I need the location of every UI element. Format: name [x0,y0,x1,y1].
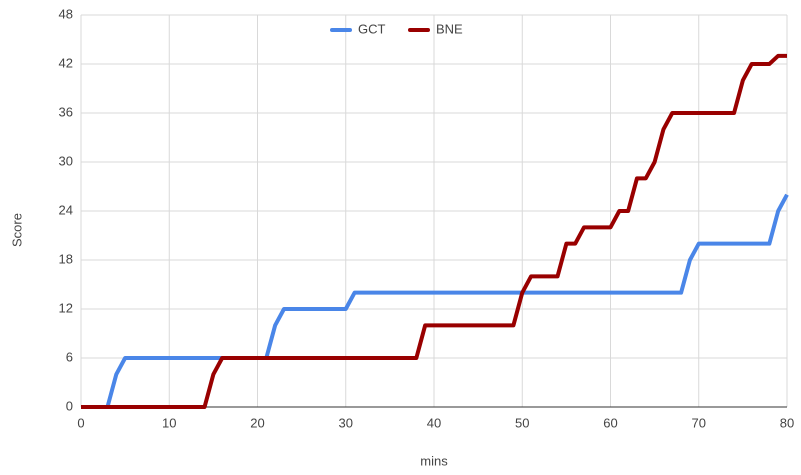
x-tick-label: 10 [162,415,176,430]
y-tick-label: 0 [66,398,73,413]
y-tick-label: 30 [59,153,73,168]
y-tick-label: 42 [59,55,73,70]
legend-label: GCT [358,21,386,36]
y-tick-label: 48 [59,6,73,21]
x-axis-label: mins [420,453,448,468]
y-tick-label: 18 [59,251,73,266]
y-tick-label: 6 [66,349,73,364]
x-tick-label: 20 [250,415,264,430]
x-tick-label: 80 [780,415,794,430]
x-tick-label: 60 [603,415,617,430]
x-tick-label: 70 [692,415,706,430]
y-tick-label: 24 [59,202,73,217]
data-line [81,53,787,409]
y-tick-label: 12 [59,300,73,315]
legend-label: BNE [436,21,463,36]
x-tick-label: 30 [339,415,353,430]
y-tick-label: 36 [59,104,73,119]
x-tick-label: 0 [77,415,84,430]
data-line [81,193,789,409]
x-tick-label: 50 [515,415,529,430]
y-axis-label: Score [9,213,24,247]
x-tick-label: 40 [427,415,441,430]
